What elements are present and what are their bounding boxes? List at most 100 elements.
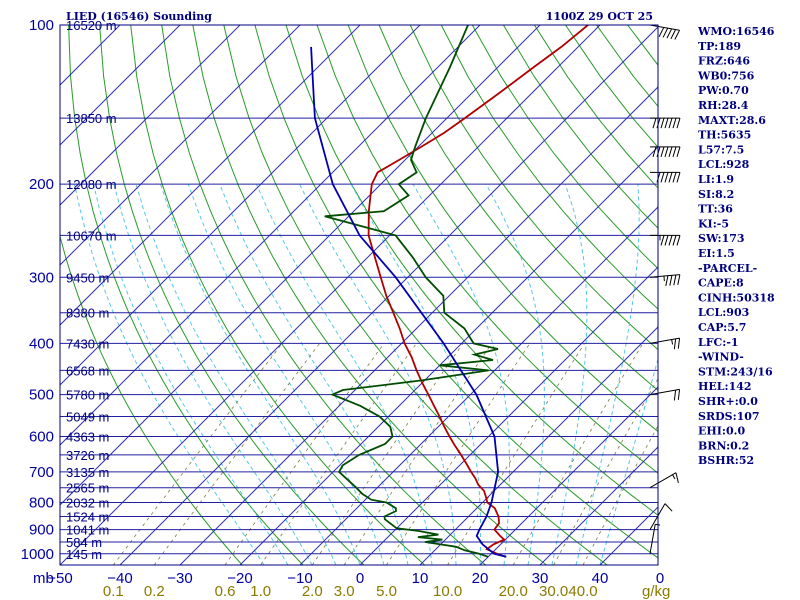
isotherm-line bbox=[60, 25, 481, 446]
height-label: 7430 m bbox=[66, 336, 109, 351]
mixing-ratio-line bbox=[153, 343, 320, 565]
isotherm-line bbox=[60, 25, 241, 206]
wind-barb-flag bbox=[676, 117, 681, 129]
height-label: 8380 m bbox=[66, 306, 109, 321]
sounding-index: LCL:903 bbox=[698, 306, 749, 319]
sounding-index: EHI:0.0 bbox=[698, 425, 745, 438]
sounding-index: -PARCEL- bbox=[698, 262, 757, 275]
dry-adiabat-line bbox=[192, 25, 547, 565]
sounding-index: WMO:16546 bbox=[697, 25, 775, 38]
wind-barb-flag bbox=[660, 146, 665, 158]
wind-barb bbox=[650, 171, 681, 183]
sounding-profile-line bbox=[324, 25, 499, 558]
wind-barb-flag bbox=[664, 503, 673, 512]
mixing-ratio-line bbox=[582, 425, 658, 565]
isotherm-line bbox=[299, 206, 658, 565]
mixing-ratio-line bbox=[386, 343, 531, 565]
height-label: 13850 m bbox=[66, 111, 117, 126]
pressure-axis: 100 200 300 400 500 600 700 800 900 1000 bbox=[21, 17, 54, 563]
mixing-ratio-tick-label: 10.0 bbox=[433, 583, 462, 600]
height-label: 3726 m bbox=[66, 448, 109, 463]
dry-adiabat-line bbox=[409, 25, 658, 351]
wind-barb-staff bbox=[649, 388, 680, 396]
sounding-index: KI:-5 bbox=[698, 217, 729, 230]
wind-barb-flag bbox=[672, 172, 677, 183]
height-label: 6568 m bbox=[66, 363, 109, 378]
wind-barb-flag bbox=[672, 117, 677, 129]
wind-barb-flag bbox=[664, 117, 669, 129]
wind-barb-flag bbox=[652, 146, 657, 158]
mixing-ratio-tick-label: 30.0 bbox=[539, 583, 568, 600]
wind-barb-flag bbox=[676, 146, 681, 158]
mixing-ratio-tick-label: 3.0 bbox=[334, 583, 355, 600]
sounding-index: BSHR:52 bbox=[698, 454, 754, 467]
temperature-tick-label: −10 bbox=[287, 570, 312, 587]
dry-adiabat-line bbox=[285, 25, 658, 516]
height-label: 2032 m bbox=[66, 496, 109, 511]
wind-barb-flag bbox=[660, 172, 665, 183]
wind-barb-flag bbox=[674, 29, 680, 40]
isotherm-line bbox=[60, 25, 61, 26]
moist-adiabat-line bbox=[412, 183, 510, 565]
moist-adiabat-line bbox=[135, 184, 337, 565]
pressure-tick-label: 200 bbox=[29, 176, 54, 193]
temperature-tick-label: −40 bbox=[107, 570, 132, 587]
sounding-index: WB0:756 bbox=[697, 69, 755, 82]
height-label: 5780 m bbox=[66, 388, 109, 403]
temperature-tick-label: 0 bbox=[356, 570, 364, 587]
wind-barb-flag bbox=[660, 117, 665, 129]
plot-background bbox=[60, 25, 658, 565]
height-label: 1041 m bbox=[66, 523, 109, 538]
moist-adiabats bbox=[74, 183, 658, 565]
moist-adiabat-line bbox=[350, 183, 482, 565]
dry-adiabat-line bbox=[223, 25, 608, 565]
temperature-tick-label: 0 bbox=[656, 570, 664, 587]
pressure-tick-label: 600 bbox=[29, 428, 54, 445]
sounding-index: BRN:0.2 bbox=[698, 439, 749, 452]
temperature-tick-label: −20 bbox=[227, 570, 252, 587]
height-label: 9450 m bbox=[66, 270, 109, 285]
sounding-index: CINH:50318 bbox=[698, 291, 775, 304]
plot-frame bbox=[59, 24, 659, 566]
wind-barb-flag bbox=[665, 275, 669, 287]
height-label: 3135 m bbox=[66, 465, 109, 480]
dry-adiabat-line bbox=[60, 234, 243, 565]
pressure-axis-label: mb bbox=[33, 570, 54, 587]
sounding-index: STM:243/16 bbox=[698, 365, 773, 378]
wind-barb-staff bbox=[649, 24, 680, 31]
mixing-ratio-tick-label: 0.6 bbox=[215, 583, 236, 600]
isotherm-line bbox=[60, 25, 301, 266]
temperature-tick-label: 30 bbox=[532, 570, 549, 587]
isotherm-line bbox=[539, 446, 658, 565]
sounding-index: SW:173 bbox=[698, 232, 745, 245]
moist-adiabat-line bbox=[575, 184, 640, 565]
dry-adiabat-line bbox=[440, 25, 658, 310]
isotherm-line bbox=[419, 326, 658, 565]
height-label: 10670 m bbox=[66, 228, 117, 243]
dry-adiabat-line bbox=[68, 25, 304, 565]
isotherms bbox=[60, 25, 658, 565]
wind-barb-flag bbox=[662, 27, 669, 38]
height-label: 12080 m bbox=[66, 177, 117, 192]
wind-barb bbox=[649, 472, 679, 489]
mixing-ratio-line bbox=[260, 343, 417, 565]
mixing-ratio-line bbox=[512, 343, 644, 565]
dry-adiabat-line bbox=[347, 25, 658, 433]
isotherm-line bbox=[359, 266, 658, 565]
sounding-index: FRZ:646 bbox=[698, 55, 750, 68]
wind-barb-flag bbox=[673, 274, 677, 286]
pressure-tick-label: 1000 bbox=[21, 546, 54, 563]
isotherm-line bbox=[60, 25, 181, 146]
wind-barb-flag bbox=[673, 390, 677, 401]
pressure-tick-label: 100 bbox=[29, 17, 54, 34]
wind-barb-flag bbox=[675, 472, 679, 484]
mixing-ratio-tick-label: 0.1 bbox=[103, 583, 124, 600]
wind-barb-flag bbox=[673, 338, 677, 350]
sounding-profiles bbox=[310, 25, 589, 558]
wind-barb-flag bbox=[668, 146, 673, 158]
isotherm-line bbox=[60, 25, 421, 386]
moist-adiabat-line bbox=[160, 184, 361, 565]
moist-adiabat-line bbox=[113, 184, 313, 565]
wind-barb-flag bbox=[658, 27, 665, 37]
